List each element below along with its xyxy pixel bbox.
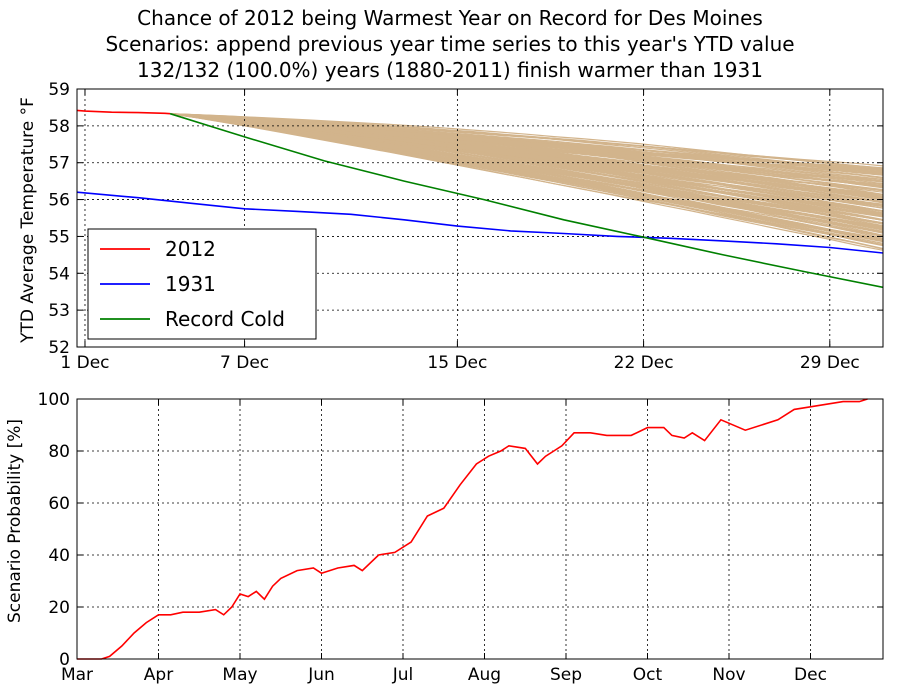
scenario-line [170,113,883,251]
bottom-series-group [77,398,868,660]
top-y-axis-label: YTD Average Temperature °F [18,97,38,344]
legend-label: Record Cold [165,307,285,331]
top-x-tick-label: 1 Dec [60,353,109,373]
legend-label: 2012 [165,237,216,261]
top-y-tick-label: 58 [48,117,70,137]
scenario-line [170,113,883,170]
top-x-tick-label: 22 Dec [614,353,674,373]
top-series-group [77,109,883,289]
top-x-tick-label: 7 Dec [220,353,269,373]
top-y-tick-label: 53 [48,301,70,321]
series-line-1931 [77,191,883,254]
bottom-x-tick-label: Jun [307,665,335,685]
bottom-y-tick-label: 20 [48,598,70,618]
bottom-x-tick-label: Oct [633,665,663,685]
bottom-y-tick-label: 100 [38,390,70,410]
bottom-plot-frame [76,398,884,660]
bottom-x-tick-label: Jul [392,665,414,685]
scenario-line [170,113,883,171]
probability-line-2012 [77,398,868,660]
bottom-x-tick-label: Sep [550,665,582,685]
top-y-tick-label: 59 [48,80,70,100]
bottom-x-tick-label: Dec [794,665,827,685]
chart-subtitle: Scenarios: append previous year time ser… [105,32,795,56]
legend-label: 1931 [165,272,216,296]
bottom-y-tick-label: 80 [48,442,70,462]
top-y-tick-label: 52 [48,338,70,358]
bottom-y-tick-label: 40 [48,546,70,566]
top-y-tick-label: 57 [48,154,70,174]
bottom-y-tick-label: 0 [59,650,70,670]
top-plot-frame [76,88,884,348]
scenario-line [170,113,883,206]
top-y-tick-label: 55 [48,227,70,247]
bottom-x-tick-label: Mar [61,665,93,685]
chart-title: Chance of 2012 being Warmest Year on Rec… [137,6,763,30]
top-x-tick-label: 29 Dec [800,353,860,373]
bottom-y-tick-label: 60 [48,494,70,514]
scenario-lines-group [170,113,883,251]
top-y-tick-label: 54 [48,264,70,284]
scenario-line [170,113,883,172]
series-line-record-cold [169,112,883,289]
scenario-line [170,113,883,221]
bottom-y-axis-label: Scenario Probability [%] [5,419,25,623]
chart-summary: 132/132 (100.0%) years (1880-2011) finis… [137,58,763,82]
bottom-x-tick-label: Apr [144,665,173,685]
scenario-line [170,113,883,237]
series-line-2012 [77,109,171,115]
bottom-x-tick-label: Nov [712,665,745,685]
top-x-tick-label: 15 Dec [427,353,487,373]
bottom-x-tick-label: May [222,665,257,685]
top-y-tick-label: 56 [48,191,70,211]
bottom-x-tick-label: Aug [468,665,501,685]
